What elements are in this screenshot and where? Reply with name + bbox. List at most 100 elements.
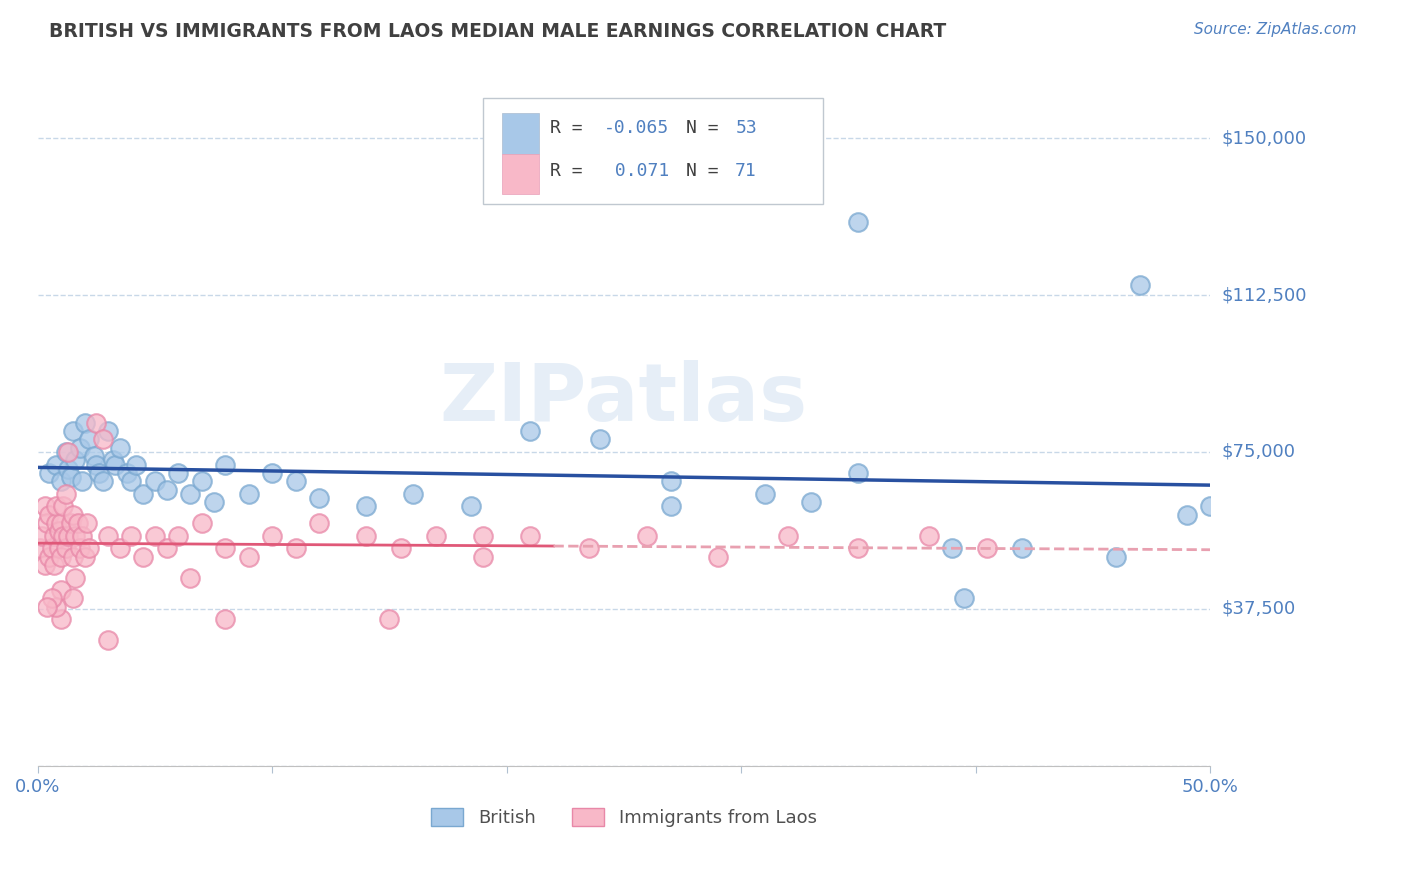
Point <box>402 487 425 501</box>
Point <box>143 475 166 489</box>
Point <box>63 529 86 543</box>
Point <box>214 612 236 626</box>
Point <box>108 441 131 455</box>
Point <box>62 591 84 606</box>
Point <box>28 541 51 556</box>
Point <box>49 612 72 626</box>
Text: 53: 53 <box>735 119 756 137</box>
Point <box>38 466 60 480</box>
Point <box>56 529 79 543</box>
Point <box>589 433 612 447</box>
Point <box>97 633 120 648</box>
Point <box>389 541 412 556</box>
Point <box>578 541 600 556</box>
FancyBboxPatch shape <box>484 98 823 204</box>
Point <box>63 453 86 467</box>
Point <box>38 549 60 564</box>
Point <box>472 529 495 543</box>
Point <box>87 466 110 480</box>
Point <box>49 583 72 598</box>
Point <box>62 424 84 438</box>
Point <box>59 470 82 484</box>
Point <box>121 529 143 543</box>
Point <box>70 529 93 543</box>
Point <box>167 466 190 480</box>
Point <box>776 529 799 543</box>
Point <box>460 500 482 514</box>
FancyBboxPatch shape <box>502 154 540 194</box>
Point <box>91 433 114 447</box>
Point <box>101 453 124 467</box>
Text: 0.071: 0.071 <box>605 162 669 180</box>
Point <box>70 475 93 489</box>
Point <box>179 487 201 501</box>
Point <box>976 541 998 556</box>
Point <box>77 433 100 447</box>
Point <box>121 475 143 489</box>
FancyBboxPatch shape <box>502 113 540 153</box>
Point <box>472 549 495 564</box>
Point <box>659 475 682 489</box>
Point <box>48 524 70 539</box>
Point <box>953 591 976 606</box>
Point <box>34 558 56 572</box>
Point <box>1105 549 1128 564</box>
Point <box>378 612 401 626</box>
Point <box>34 500 56 514</box>
Point <box>45 458 67 472</box>
Point <box>66 516 89 530</box>
Point <box>45 516 67 530</box>
Text: Source: ZipAtlas.com: Source: ZipAtlas.com <box>1194 22 1357 37</box>
Point <box>284 541 307 556</box>
Point <box>91 475 114 489</box>
Point <box>308 516 330 530</box>
Point <box>84 416 107 430</box>
Point <box>76 516 98 530</box>
Point <box>59 516 82 530</box>
Point <box>191 475 214 489</box>
Text: $112,500: $112,500 <box>1222 286 1306 304</box>
Point <box>104 458 127 472</box>
Point <box>108 541 131 556</box>
Point <box>73 416 96 430</box>
Point <box>49 516 72 530</box>
Point <box>84 458 107 472</box>
Point <box>49 475 72 489</box>
Legend: British, Immigrants from Laos: British, Immigrants from Laos <box>423 801 824 835</box>
Point <box>238 487 260 501</box>
Point <box>754 487 776 501</box>
Point <box>1199 500 1222 514</box>
Point <box>52 529 75 543</box>
Point <box>519 529 541 543</box>
Point <box>354 529 377 543</box>
Point <box>45 599 67 614</box>
Point <box>73 549 96 564</box>
Point <box>846 466 869 480</box>
Point <box>38 508 60 522</box>
Point <box>284 475 307 489</box>
Text: $150,000: $150,000 <box>1222 129 1306 147</box>
Point <box>52 500 75 514</box>
Point <box>519 424 541 438</box>
Text: ZIPatlas: ZIPatlas <box>440 359 808 438</box>
Point <box>35 516 58 530</box>
Point <box>42 529 65 543</box>
Point <box>308 491 330 505</box>
Point <box>214 458 236 472</box>
Point <box>125 458 148 472</box>
Text: -0.065: -0.065 <box>605 119 669 137</box>
Point <box>214 541 236 556</box>
Point <box>262 466 284 480</box>
Point <box>55 445 77 459</box>
Text: $75,000: $75,000 <box>1222 443 1295 461</box>
Point <box>97 529 120 543</box>
Point <box>31 529 53 543</box>
Point <box>425 529 447 543</box>
Point <box>132 487 155 501</box>
Text: $37,500: $37,500 <box>1222 600 1295 618</box>
Point <box>1175 508 1198 522</box>
Point <box>659 500 682 514</box>
Point <box>354 500 377 514</box>
Point <box>132 549 155 564</box>
Point <box>48 541 70 556</box>
